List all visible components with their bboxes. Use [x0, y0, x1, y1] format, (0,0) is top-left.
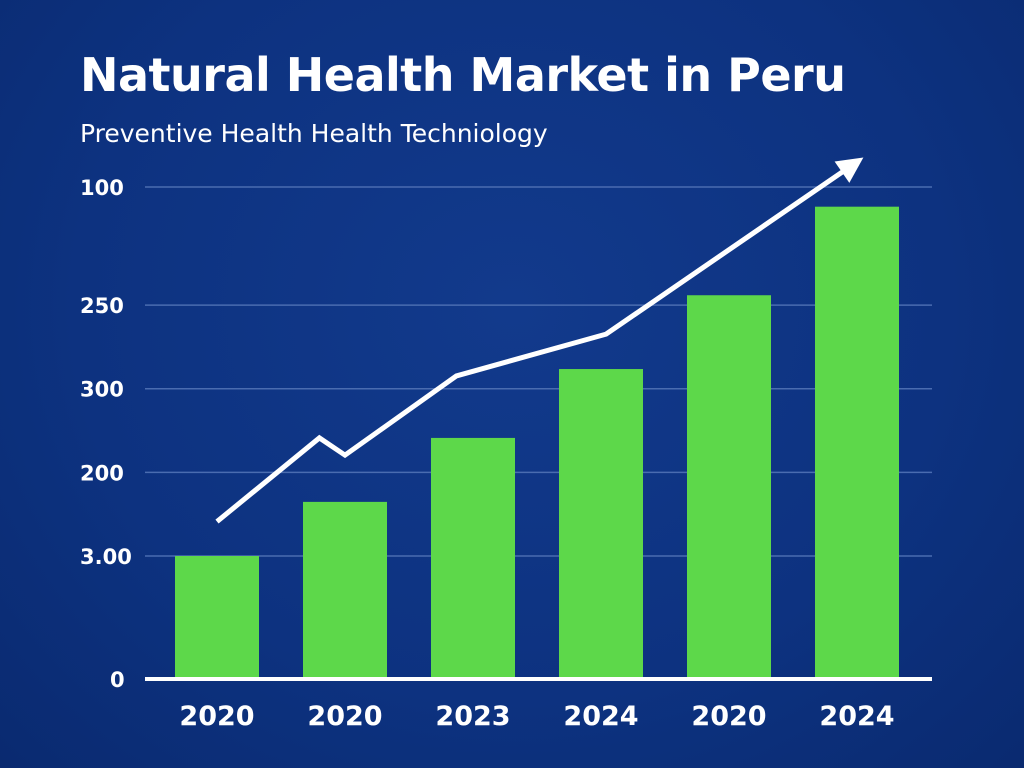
bar — [431, 437, 515, 679]
chart-title: Natural Health Market in Peru — [80, 48, 846, 102]
x-tick-label: 2023 — [435, 701, 510, 732]
bar — [559, 369, 643, 679]
trend-arrow-head-icon — [834, 157, 864, 183]
y-tick-label: 100 — [80, 176, 124, 200]
x-tick-label: 2020 — [307, 701, 382, 732]
bar — [303, 501, 387, 679]
bar — [815, 206, 899, 679]
bar — [175, 556, 259, 679]
bar — [687, 295, 771, 679]
y-tick-label: 0 — [110, 668, 125, 692]
y-tick-label: 3.00 — [80, 545, 132, 569]
y-tick-label: 250 — [80, 294, 124, 318]
y-tick-label: 200 — [80, 461, 124, 485]
x-tick-label: 2020 — [179, 701, 254, 732]
x-tick-label: 2024 — [819, 701, 894, 732]
chart-subtitle: Preventive Health Health Techniology — [80, 119, 548, 148]
trend-line — [215, 165, 850, 524]
x-tick-label: 2020 — [691, 701, 766, 732]
y-tick-label: 300 — [80, 378, 124, 402]
x-tick-label: 2024 — [563, 701, 638, 732]
